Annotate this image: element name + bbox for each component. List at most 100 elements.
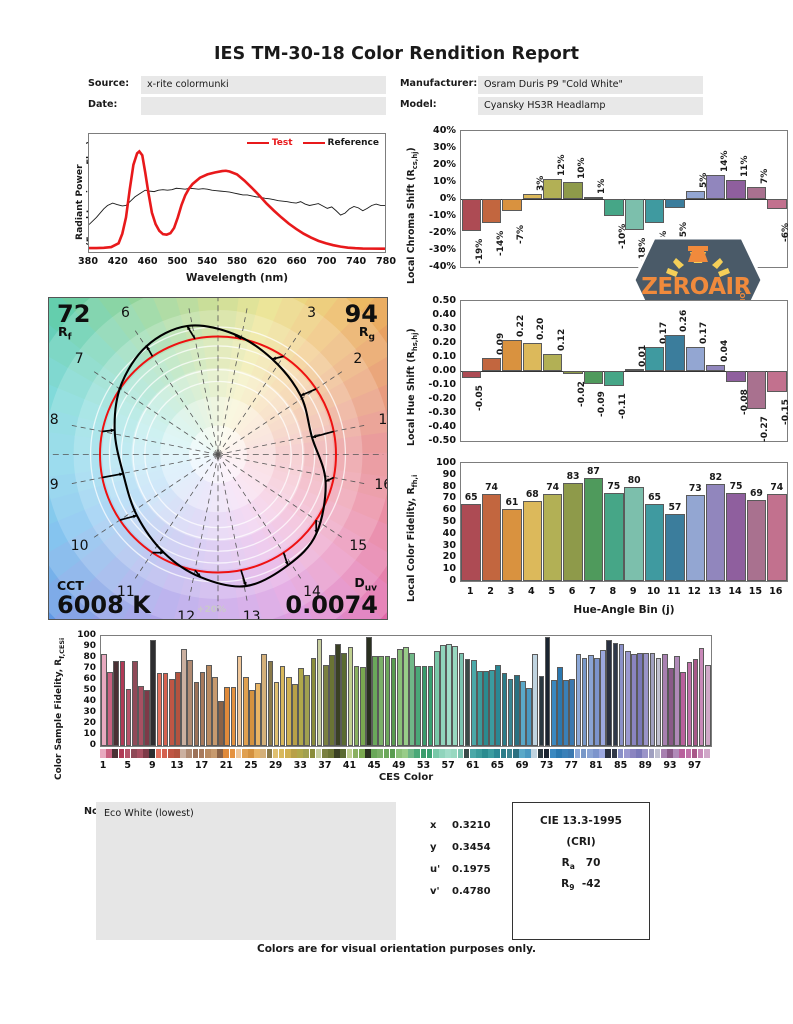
csf-swatch	[500, 749, 507, 758]
csf-swatch	[143, 749, 149, 758]
bar	[267, 661, 274, 746]
csf-swatch	[260, 749, 266, 758]
bar	[705, 484, 726, 581]
bar	[698, 648, 705, 746]
csf-swatch	[660, 749, 667, 758]
ytick: 20	[442, 551, 456, 563]
csf-swatch	[494, 749, 501, 758]
spd-ylabel: Radiant Power	[74, 164, 85, 240]
model-value: Cyansky HS3R Headlamp	[478, 97, 703, 115]
bar	[583, 371, 604, 384]
cie-key: y	[430, 842, 437, 853]
source-label: Source:	[88, 78, 130, 89]
ytick: 0%	[439, 193, 456, 204]
rf-label: Rf	[58, 324, 72, 343]
cvg-scale-note: +20%	[197, 605, 227, 615]
csf-swatch	[636, 749, 642, 758]
bar	[563, 371, 583, 374]
xtick: 6	[568, 586, 576, 597]
bar	[522, 343, 542, 371]
spd-plot-area	[89, 149, 385, 251]
spd-xtick: 460	[137, 256, 158, 267]
bar	[495, 664, 502, 746]
lcs-bars: -19%-14%-7%3%12%10%1%-10%-18%-14%-5%5%14…	[461, 131, 791, 267]
csf-swatch	[667, 749, 673, 758]
cvg-plot	[52, 298, 384, 614]
bar	[236, 655, 243, 746]
csf-swatch	[377, 749, 384, 758]
bar	[218, 700, 224, 746]
csf-swatch	[630, 749, 636, 758]
xtick: 21	[219, 760, 233, 771]
xtick: 57	[441, 760, 455, 771]
ytick: 70	[83, 663, 96, 673]
ytick: 100	[77, 630, 96, 640]
rg-label-sub: g	[368, 332, 375, 343]
ytick: 70	[442, 492, 456, 504]
bar	[224, 686, 231, 746]
bar	[144, 689, 150, 746]
xtick: 9	[149, 760, 156, 771]
bar	[481, 199, 502, 223]
bar-label: 0.22	[515, 314, 526, 338]
bar-label: 7%	[760, 168, 771, 185]
ytick: 0	[449, 575, 456, 586]
csf-swatch	[192, 749, 199, 758]
bar	[440, 644, 446, 746]
xtick: 13	[170, 760, 184, 771]
duv-label: Duv	[354, 574, 377, 594]
csf-swatch	[266, 749, 273, 758]
bar	[649, 652, 656, 746]
zero-line	[461, 199, 787, 200]
csf-swatch	[457, 749, 464, 758]
bar	[304, 674, 311, 746]
bar	[461, 371, 481, 378]
bar	[563, 182, 583, 199]
csf-swatch	[395, 749, 402, 758]
bar	[612, 642, 619, 746]
bar	[316, 639, 323, 746]
xtick: 10	[646, 586, 661, 597]
bar	[606, 640, 613, 746]
csf-swatch	[254, 749, 260, 758]
bar	[746, 371, 767, 409]
ytick: 0.30	[432, 323, 456, 334]
bar	[119, 661, 126, 746]
csf-swatch	[291, 749, 297, 758]
bar	[767, 493, 787, 581]
csf-swatch	[402, 749, 408, 758]
ytick: 0	[89, 740, 96, 750]
bar	[543, 178, 563, 199]
csf-swatch	[703, 749, 710, 758]
bar	[637, 652, 643, 746]
bar-label: -7%	[515, 224, 526, 244]
bar	[464, 659, 471, 746]
manufacturer-label: Manufacturer:	[400, 78, 478, 89]
bar	[624, 651, 631, 746]
ytick: 80	[83, 652, 96, 662]
xtick: 16	[769, 586, 783, 597]
csf-swatch	[309, 749, 316, 758]
csf-swatch	[549, 749, 556, 758]
spd-xtick: 500	[167, 256, 188, 267]
bar	[767, 371, 787, 392]
notes-box[interactable]: Eco White (lowest)	[96, 802, 396, 940]
bar	[273, 682, 280, 746]
legend-swatch-reference	[302, 141, 325, 145]
cri-subtitle: (CRI)	[566, 836, 596, 848]
csf-swatch	[155, 749, 162, 758]
bar	[557, 666, 563, 746]
bar-label: 0.26	[678, 309, 689, 332]
xtick: 29	[268, 760, 283, 771]
ytick: -0.10	[428, 379, 456, 390]
spd-series-reference	[89, 187, 385, 225]
csf-swatch	[525, 749, 531, 758]
cvg-bin-13: 13	[242, 608, 261, 620]
csf-swatch	[198, 749, 205, 758]
xtick: 53	[416, 760, 431, 771]
csf-swatch	[371, 749, 377, 758]
bar	[329, 654, 335, 746]
csf-swatch	[112, 749, 119, 758]
bar	[298, 667, 304, 746]
csf-swatch	[328, 749, 334, 758]
